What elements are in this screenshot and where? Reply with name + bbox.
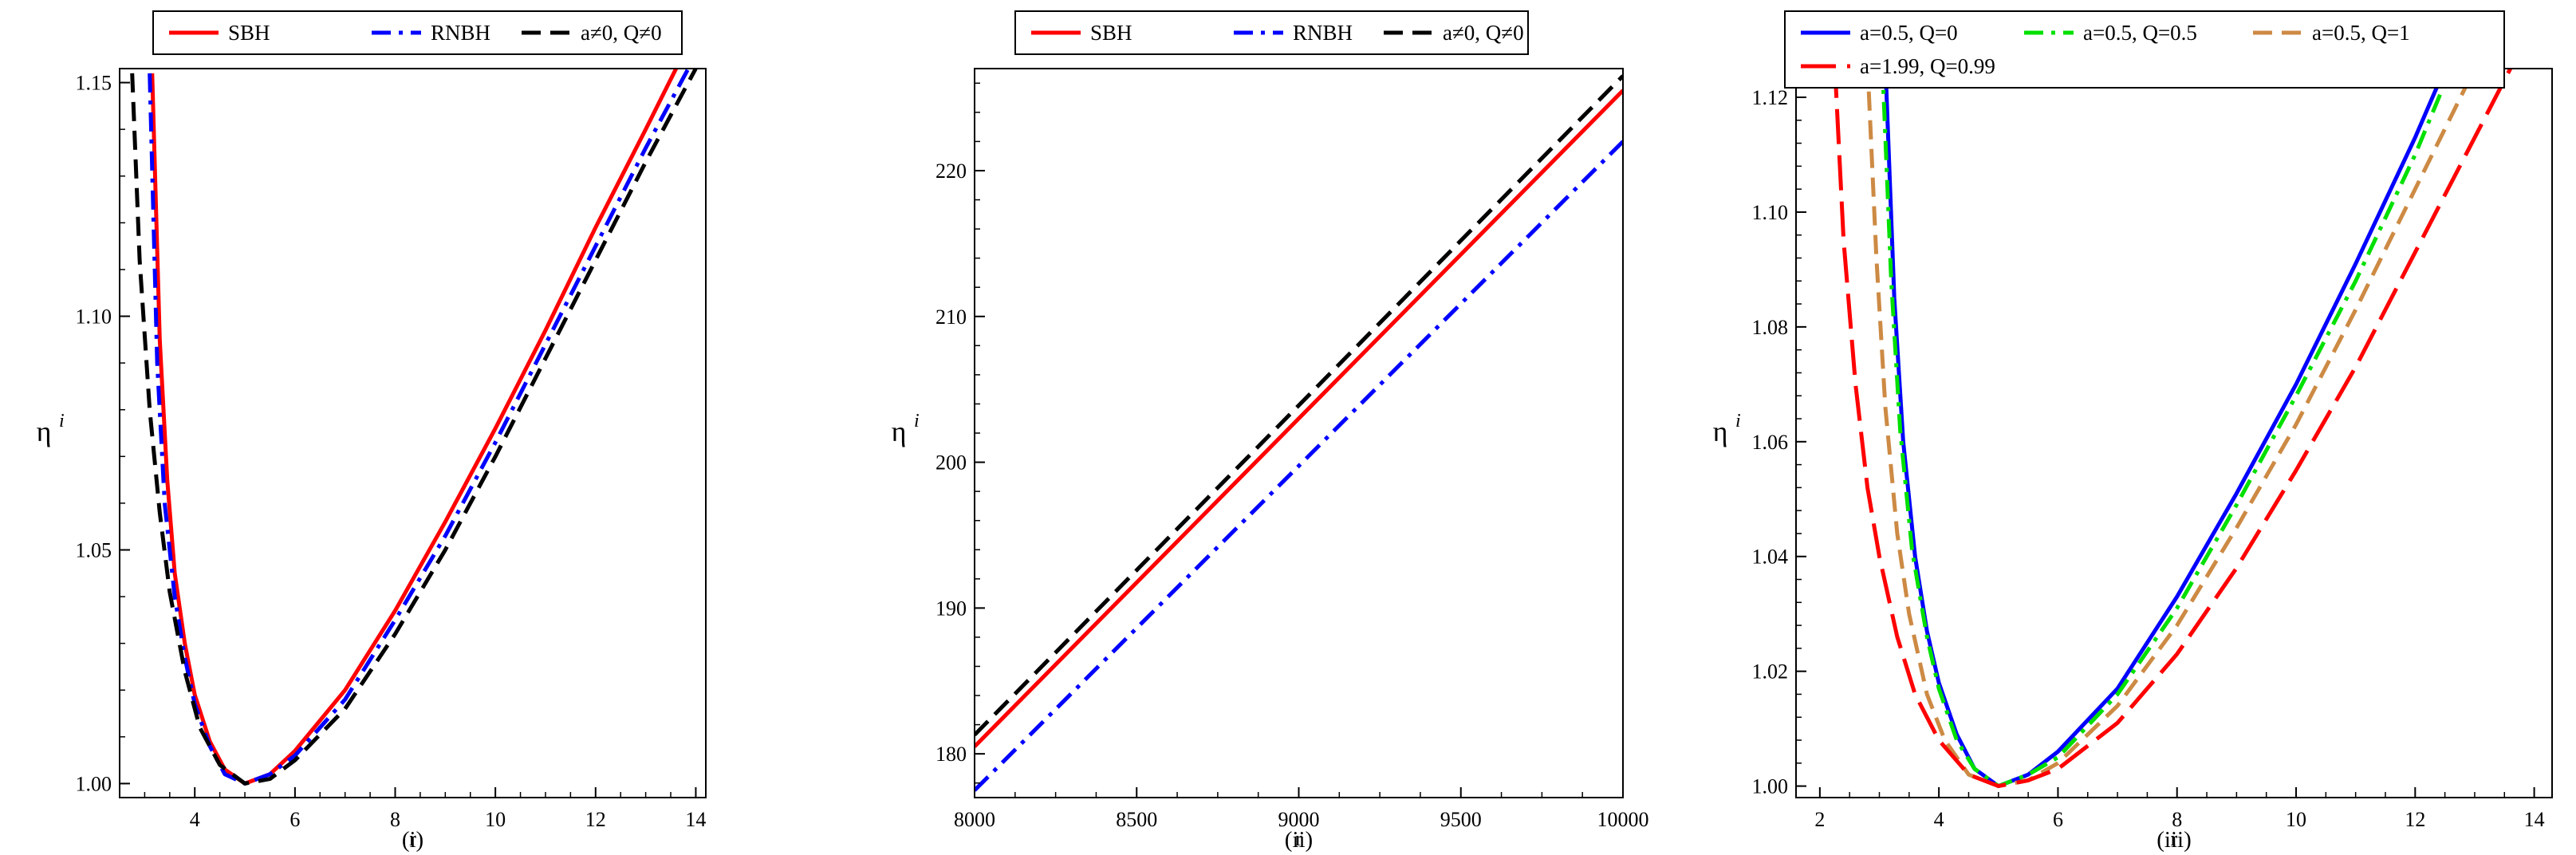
plot-frame [1795, 68, 2553, 798]
x-tick-label: 9500 [1440, 808, 1482, 831]
y-axis-label-superscript: i [1735, 411, 1741, 431]
x-tick-label: 8 [390, 808, 400, 831]
legend-label: a=0.5, Q=0 [1860, 21, 1958, 45]
x-axis-label: r [2171, 827, 2178, 850]
plot-frame [119, 68, 707, 798]
series-line [975, 74, 1623, 737]
series-line [130, 69, 698, 786]
legend-box [1784, 10, 2505, 89]
y-tick-label: 1.08 [1752, 316, 1789, 339]
series-group [975, 74, 1623, 792]
y-tick-label: 1.02 [1752, 660, 1789, 684]
legend-label: a=0.5, Q=0.5 [2083, 21, 2197, 45]
legend-label: a≠0, Q≠0 [581, 21, 662, 45]
series-line [1883, 69, 2447, 789]
x-tick-label: 10 [2286, 808, 2306, 831]
y-tick-label: 210 [935, 305, 967, 329]
chart-panel-3: 2 4 6 8 10 12 14 1.00 1.02 1.04 1.06 1.08 1.10 1.12 r η… [1713, 10, 2553, 853]
y-tick-label: 1.15 [76, 72, 112, 95]
legend-label: RNBH [431, 21, 490, 45]
y-axis-label-superscript: i [59, 411, 65, 431]
x-tick-label: 8500 [1116, 808, 1157, 831]
x-tick-label: 6 [290, 808, 300, 831]
y-axis-label: η [892, 416, 907, 447]
x-axis-label: r [1295, 827, 1302, 850]
y-tick-label: 1.05 [76, 538, 112, 561]
chart-panel-1: 4 6 8 10 12 14 1.00 1.05 1.10 1.15 r η i (i) SBH RNBH a≠… [37, 10, 707, 853]
series-group [130, 69, 698, 786]
x-tick-label: 4 [1934, 808, 1944, 831]
legend-label: a=0.5, Q=1 [2312, 21, 2410, 45]
x-tick-label: 14 [2524, 808, 2545, 831]
x-tick-label: 12 [585, 808, 606, 831]
x-tick-label: 10 [485, 808, 506, 831]
legend-label: a≠0, Q≠0 [1443, 21, 1524, 45]
y-tick-label: 220 [935, 160, 967, 183]
plot-frame [974, 68, 1624, 798]
y-axis-label: η [37, 416, 52, 447]
y-tick-label: 180 [935, 743, 967, 766]
legend-label: SBH [1090, 21, 1132, 45]
series-line [1865, 69, 2477, 789]
x-tick-label: 8 [2172, 808, 2182, 831]
legend-label: a=1.99, Q=0.99 [1860, 54, 1995, 78]
series-line [148, 69, 691, 786]
y-axis-label: η [1713, 416, 1728, 447]
legend-label: SBH [228, 21, 270, 45]
legend-label: RNBH [1293, 21, 1353, 45]
series-group [1833, 69, 2513, 789]
y-tick-label: 1.00 [1752, 775, 1789, 798]
x-tick-label: 2 [1814, 808, 1825, 831]
y-tick-label: 1.00 [76, 772, 112, 795]
series-line [975, 89, 1623, 748]
y-tick-label: 190 [935, 597, 967, 620]
y-tick-label: 200 [935, 451, 967, 475]
x-tick-label: 12 [2405, 808, 2425, 831]
series-line [150, 69, 679, 786]
y-tick-label: 1.12 [1752, 86, 1789, 109]
x-tick-label: 10000 [1597, 808, 1649, 831]
x-tick-label: 9000 [1278, 808, 1320, 831]
y-tick-label: 1.06 [1752, 431, 1789, 454]
y-tick-label: 1.10 [76, 305, 112, 329]
series-line [1880, 69, 2453, 789]
x-axis-label: r [409, 827, 416, 850]
x-tick-label: 4 [190, 808, 200, 831]
x-tick-label: 14 [685, 808, 706, 831]
x-tick-label: 6 [2053, 808, 2063, 831]
panel-caption: (ii) [1285, 827, 1313, 853]
y-tick-label: 1.10 [1752, 201, 1789, 224]
series-line [1833, 69, 2513, 789]
x-tick-label: 8000 [954, 808, 995, 831]
y-tick-label: 1.04 [1752, 546, 1789, 569]
legend-box [1014, 10, 1529, 55]
panel-caption: (i) [402, 827, 423, 853]
y-axis-label-superscript: i [914, 411, 920, 431]
series-line [975, 140, 1623, 792]
chart-panel-2: 8000 8500 9000 9500 10000 180 190 200 210 220 r η i (… [892, 10, 1649, 853]
panel-caption: (iii) [2157, 827, 2192, 853]
